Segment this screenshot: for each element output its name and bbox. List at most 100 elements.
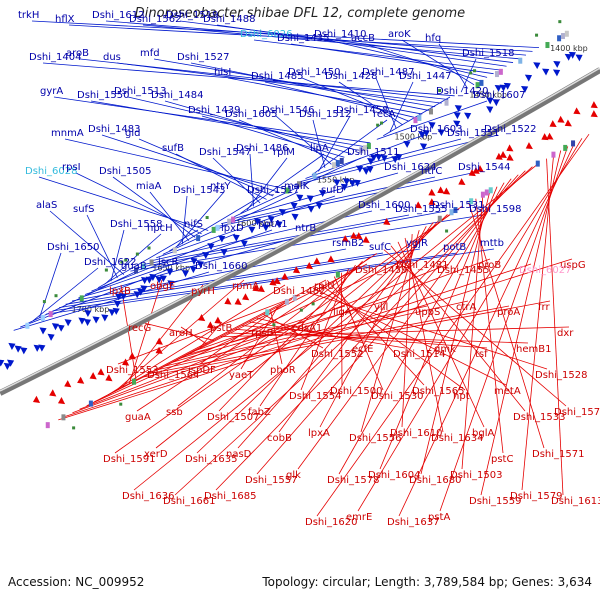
gene-label: Dshi_1500 xyxy=(330,386,382,397)
subsystem-block xyxy=(331,162,336,169)
gene-arrow xyxy=(92,316,100,324)
subsystem-block xyxy=(335,271,340,278)
gene-label: guaA xyxy=(125,412,151,423)
gene-arrow xyxy=(252,284,260,292)
gene-arrow xyxy=(468,169,476,177)
gene-label: Dshi_1527 xyxy=(177,52,229,63)
gene-label: phoR xyxy=(270,365,296,376)
gene-label: hemB1 xyxy=(516,344,551,355)
gene-arrow xyxy=(6,359,15,367)
subsystem-block xyxy=(79,295,84,302)
gene-label: rsmB2 xyxy=(332,238,364,249)
gene-label-line xyxy=(114,279,245,392)
gene-arrow xyxy=(20,347,28,355)
gene-label: hflX xyxy=(55,14,75,25)
gene-label: lipA xyxy=(310,143,329,154)
gene-arrow xyxy=(533,62,541,70)
gene-arrow xyxy=(353,179,361,187)
gene-label: Dshi_1564 xyxy=(147,370,199,381)
gene-arrow xyxy=(240,240,248,248)
gene-label-line xyxy=(364,43,481,82)
gene-arrow xyxy=(57,324,65,332)
gene-label-line xyxy=(65,263,532,417)
gene-label: cdsA1 xyxy=(292,323,322,334)
gene-label: Dshi_6026 xyxy=(240,29,292,40)
gene-arrow xyxy=(149,273,157,281)
gene-label: Dshi_1486 xyxy=(236,143,288,154)
gene-label-line xyxy=(319,226,427,428)
gene-arrow xyxy=(307,205,315,213)
subsystem-block xyxy=(196,235,201,242)
gene-arrow xyxy=(189,266,197,274)
subsystem-block xyxy=(545,42,550,49)
gene-label: Dshi_1635 xyxy=(185,454,237,465)
gene-label: Dshi_1650 xyxy=(47,242,99,253)
gene-label: nasD xyxy=(226,449,252,460)
gene-label: Dshi_1513 xyxy=(114,86,166,97)
gene-label-line xyxy=(112,176,196,238)
accession-text: Accession: NC_009952 xyxy=(8,575,145,589)
subsystem-block xyxy=(560,33,565,40)
gene-arrow xyxy=(590,110,598,118)
gene-label: miaA xyxy=(136,181,162,192)
gc-marker xyxy=(311,302,315,306)
gene-label-line xyxy=(169,195,262,252)
subsystem-block xyxy=(498,68,503,75)
gene-arrow xyxy=(112,307,120,315)
gene-label-line xyxy=(379,186,498,470)
gene-label-line xyxy=(190,62,429,111)
gene-label-line xyxy=(357,138,583,512)
gene-arrow xyxy=(380,154,388,162)
gene-arrow xyxy=(39,327,47,335)
gene-arrow xyxy=(64,380,72,388)
gene-label: aroB xyxy=(66,48,89,59)
gene-label-line xyxy=(101,134,280,193)
gene-label: uspG xyxy=(560,260,586,271)
subsystem-block xyxy=(444,99,449,106)
gc-marker xyxy=(72,426,76,430)
gene-arrow xyxy=(549,120,557,128)
subsystem-block xyxy=(215,224,220,231)
gene-arrow xyxy=(476,165,484,173)
gene-arrow xyxy=(89,372,97,380)
gene-arrow xyxy=(342,178,350,186)
gene-arrow xyxy=(495,152,503,160)
gene-label: Dshi_1570 xyxy=(554,407,600,418)
gene-arrow xyxy=(391,156,399,164)
gene-label-line xyxy=(181,195,188,245)
gene-label-line xyxy=(158,298,293,370)
gene-label: Dshi_1559 xyxy=(469,496,521,507)
gc-marker xyxy=(535,33,539,37)
gene-label-line xyxy=(312,287,507,386)
gene-label-line xyxy=(290,43,494,75)
gene-label: Dshi_1555 xyxy=(395,204,447,215)
subsystem-block xyxy=(563,144,568,151)
subsystem-block xyxy=(231,216,236,223)
gc-marker xyxy=(54,294,58,298)
gene-arrow xyxy=(167,280,175,288)
gene-arrow xyxy=(348,179,356,187)
gene-label-line xyxy=(142,24,520,60)
gene-label: sufB xyxy=(162,143,184,154)
gene-label-line xyxy=(130,214,484,272)
gene-arrow xyxy=(108,308,116,317)
gene-label-line xyxy=(340,272,343,386)
gene-label: rpmA xyxy=(232,281,259,292)
gene-arrow xyxy=(422,129,430,137)
gene-arrow xyxy=(553,61,561,68)
gene-arrow xyxy=(253,218,261,226)
subsystem-block xyxy=(479,79,484,86)
gene-arrow xyxy=(198,313,206,322)
gene-arrow xyxy=(305,262,314,270)
gene-label-line xyxy=(240,153,325,214)
gene-arrow xyxy=(218,235,226,243)
gene-label-line xyxy=(174,166,533,496)
gene-arrow xyxy=(64,319,72,327)
subsystem-block xyxy=(475,82,480,89)
gene-label-line xyxy=(521,154,555,491)
gene-label-line xyxy=(72,258,491,414)
subsystem-block xyxy=(417,114,422,121)
genome-backbone xyxy=(0,67,600,396)
gene-label: Dshi_1439 xyxy=(188,105,240,116)
gene-arrow xyxy=(262,224,270,232)
